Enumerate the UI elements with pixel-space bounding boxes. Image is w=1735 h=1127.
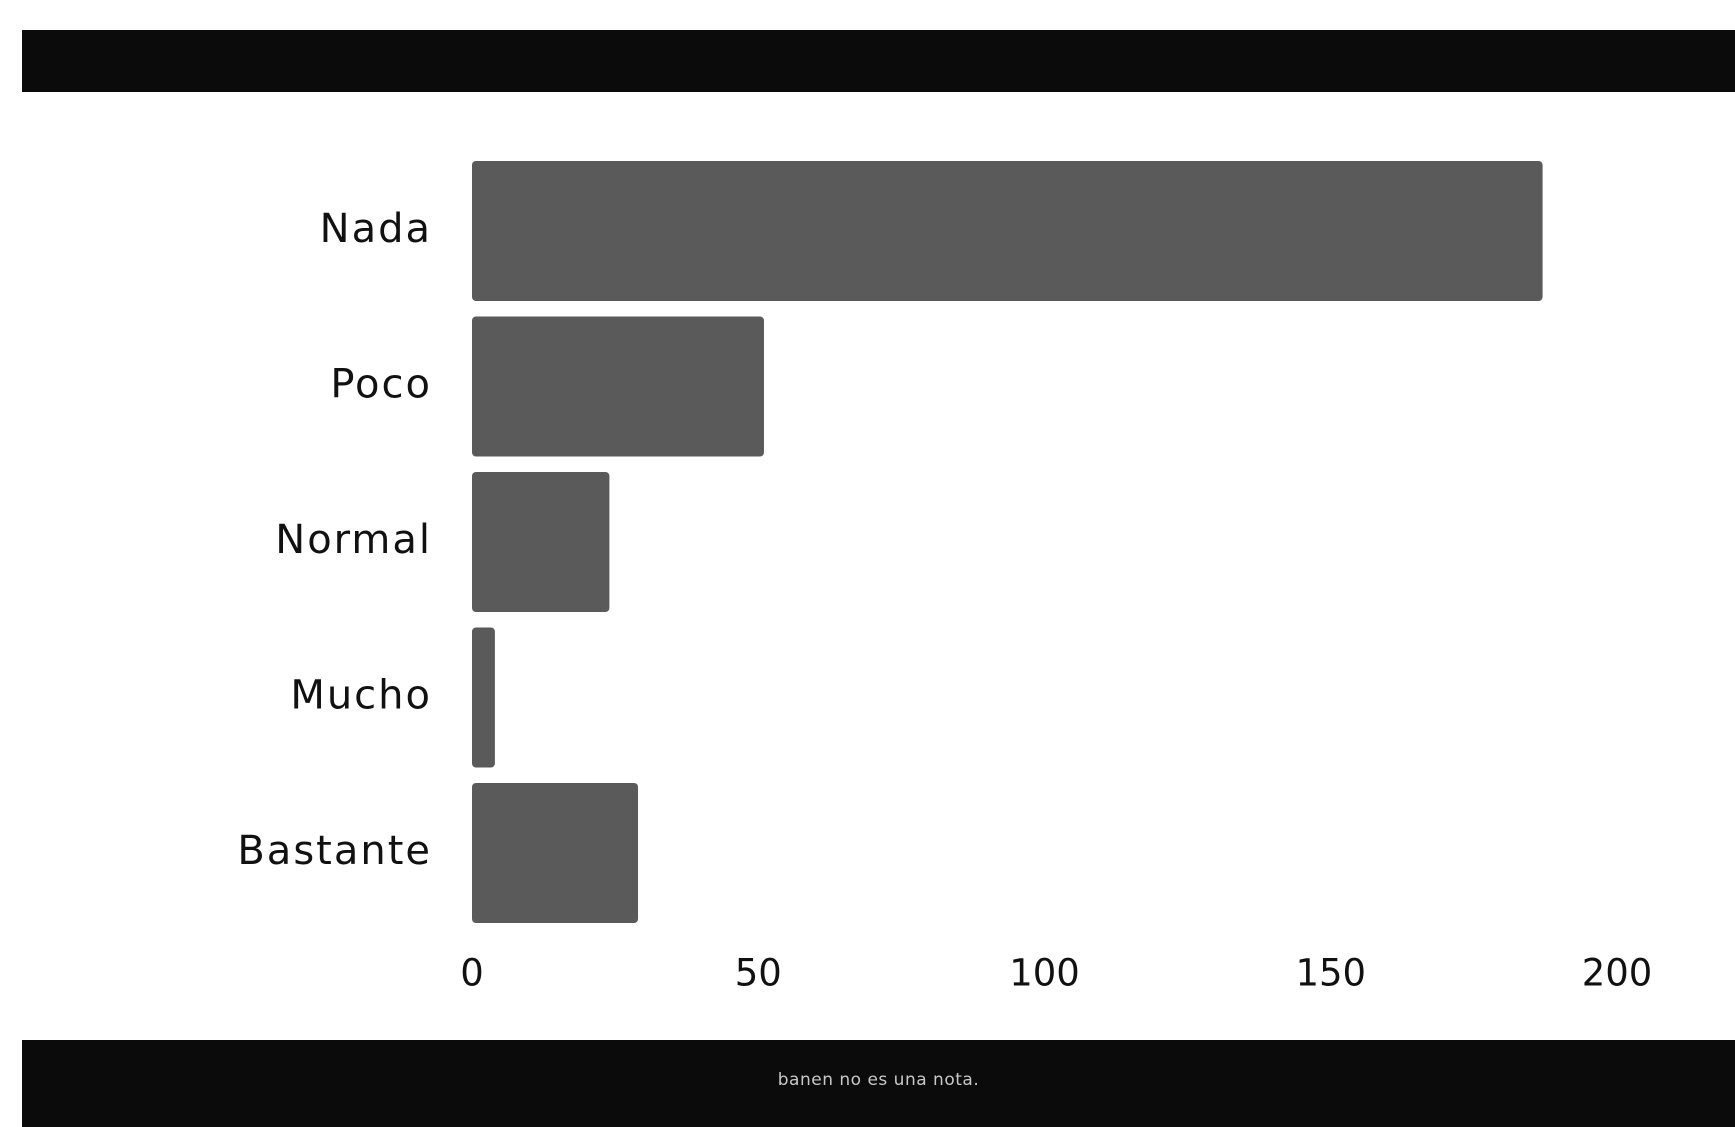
x-tick-label-50: 50 <box>735 952 782 995</box>
category-label-nada: Nada <box>320 206 432 252</box>
footer-caption: banen no es una nota. <box>777 1069 980 1090</box>
x-tick-label-0: 0 <box>460 952 484 995</box>
category-label-poco: Poco <box>330 362 432 408</box>
category-label-mucho: Mucho <box>290 673 432 719</box>
header-bar <box>22 30 1735 92</box>
bar-nada <box>472 161 1543 301</box>
x-tick-label-200: 200 <box>1582 952 1653 995</box>
bar-bastante <box>472 783 639 923</box>
bar-mucho <box>472 627 495 768</box>
footer-bar: banen no es una nota. <box>22 1040 1735 1127</box>
bar-chart-svg: Nada Poco Normal Mucho Bastante 0 50 100 150 200 <box>237 161 1653 995</box>
category-label-normal: Normal <box>275 517 432 563</box>
bar-chart: Nada Poco Normal Mucho Bastante 0 50 100 150 200 <box>0 92 1735 1038</box>
category-label-bastante: Bastante <box>237 828 432 874</box>
x-tick-label-150: 150 <box>1295 952 1366 995</box>
x-tick-label-100: 100 <box>1009 952 1080 995</box>
bar-poco <box>472 316 764 457</box>
bar-normal <box>472 472 610 612</box>
